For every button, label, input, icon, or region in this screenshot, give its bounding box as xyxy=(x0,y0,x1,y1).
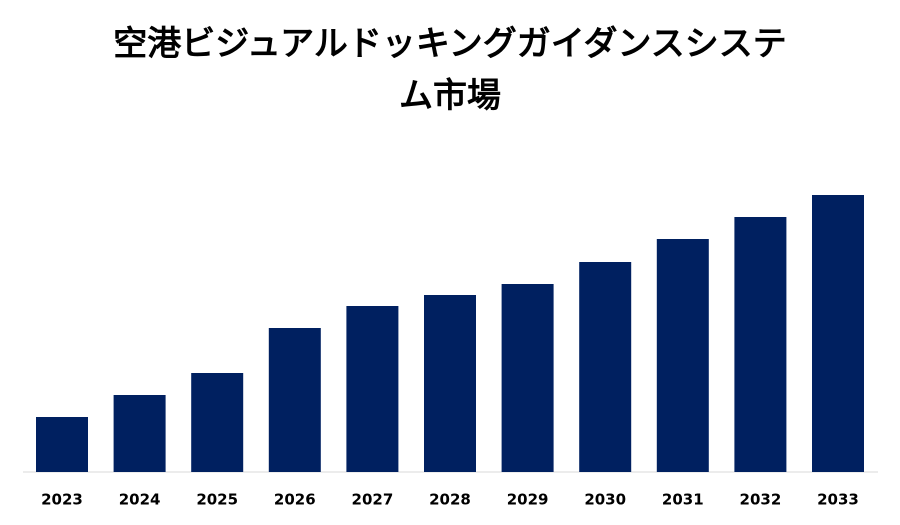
x-tick-label: 2030 xyxy=(584,491,626,509)
x-tick-label: 2024 xyxy=(119,491,161,509)
bar xyxy=(36,417,88,472)
x-tick-label: 2029 xyxy=(507,491,549,509)
bar xyxy=(346,306,399,472)
x-tick-label: 2033 xyxy=(817,491,859,509)
bar xyxy=(268,328,321,472)
bar xyxy=(734,217,787,472)
bar xyxy=(501,284,554,472)
bar xyxy=(191,373,244,472)
x-tick-label: 2025 xyxy=(196,491,238,509)
x-tick-label: 2028 xyxy=(429,491,471,509)
bar xyxy=(812,195,864,472)
bar xyxy=(579,262,632,472)
x-tick-label: 2032 xyxy=(740,491,782,509)
x-tick-label: 2031 xyxy=(662,491,704,509)
bar xyxy=(424,295,476,472)
bar xyxy=(656,239,709,472)
bar xyxy=(113,395,166,472)
x-tick-label: 2027 xyxy=(352,491,394,509)
chart-title: 空港ビジュアルドッキングガイダンスシステム市場 xyxy=(113,24,787,116)
x-tick-label: 2026 xyxy=(274,491,316,509)
x-tick-label: 2023 xyxy=(41,491,83,509)
